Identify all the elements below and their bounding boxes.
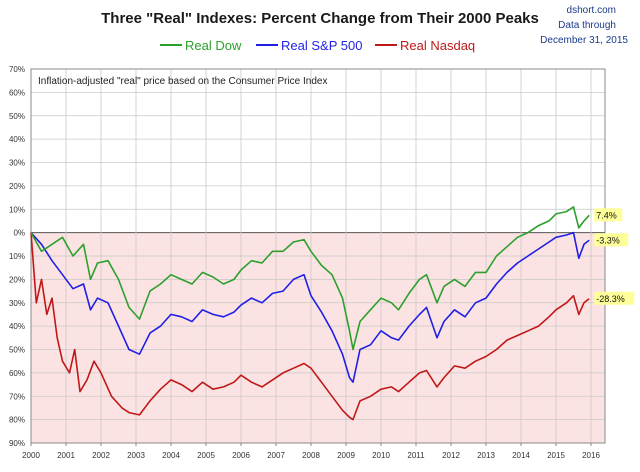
y-tick-label: 70%: [9, 65, 25, 74]
end-labels: 7.4% -3.3% -28.3%: [594, 208, 635, 305]
plot-frame: [30, 68, 606, 444]
y-tick-label: 80%: [9, 416, 25, 425]
y-tick-label: 90%: [9, 439, 25, 448]
x-tick-label: 2002: [92, 451, 110, 460]
y-tick-label: 60%: [9, 369, 25, 378]
x-axis-ticks: 2000 2001 2002 2003 2004 2005 2006 2007 2008 2009…: [22, 443, 600, 460]
chart-annotation: Inflation-adjusted "real" price based on…: [38, 76, 327, 87]
x-tick-label: 2007: [267, 451, 285, 460]
x-tick-label: 2014: [512, 451, 530, 460]
y-axis-ticks: 70% 60% 50% 40% 30% 20% 10% 0% 10% 20% 30% 40% 50% 60…: [9, 65, 25, 448]
negative-region: [31, 232, 605, 443]
x-tick-label: 2008: [302, 451, 320, 460]
x-tick-label: 2010: [372, 451, 390, 460]
x-tick-label: 2013: [477, 451, 495, 460]
y-tick-label: 30%: [9, 159, 25, 168]
x-tick-label: 2011: [407, 451, 425, 460]
series-line-real-dow: [30, 206, 590, 351]
y-tick-label: 50%: [9, 346, 25, 355]
y-tick-label: 20%: [9, 275, 25, 284]
x-tick-label: 2000: [22, 451, 40, 460]
end-label-real-nasdaq: -28.3%: [596, 294, 625, 304]
end-label-real-sp-500: -3.3%: [596, 235, 620, 245]
x-tick-label: 2001: [57, 451, 75, 460]
y-tick-label: 40%: [9, 322, 25, 331]
y-tick-label: 20%: [9, 182, 25, 191]
y-tick-label: 10%: [9, 205, 25, 214]
source-site: dshort.com: [567, 5, 616, 16]
legend-label-real-dow: Real Dow: [185, 38, 242, 53]
y-tick-label: 70%: [9, 392, 25, 401]
y-tick-label: 0%: [13, 229, 25, 238]
x-tick-label: 2006: [232, 451, 250, 460]
end-label-bg-real-dow: [594, 208, 623, 222]
series-line-real-nasdaq: [30, 232, 590, 421]
end-label-bg-real-sp-500: [594, 233, 629, 247]
legend-label-real-sp500: Real S&P 500: [281, 38, 362, 53]
series-lines: [30, 206, 590, 421]
x-tick-label: 2015: [547, 451, 565, 460]
y-tick-label: 30%: [9, 299, 25, 308]
x-tick-label: 2004: [162, 451, 180, 460]
end-label-bg-real-nasdaq: [594, 291, 635, 305]
y-tick-label: 10%: [9, 252, 25, 261]
series-line-real-sp-500: [30, 231, 590, 384]
end-label-real-dow: 7.4%: [596, 210, 617, 220]
chart-title: Three "Real" Indexes: Percent Change fro…: [101, 10, 539, 27]
x-tick-label: 2009: [337, 451, 355, 460]
y-tick-label: 60%: [9, 88, 25, 97]
source-data-through: Data through: [558, 20, 616, 31]
x-tick-label: 2005: [197, 451, 215, 460]
legend: Real Dow Real S&P 500 Real Nasdaq: [160, 38, 475, 53]
negative-region-fill: [31, 232, 605, 443]
legend-label-real-nasdaq: Real Nasdaq: [400, 38, 475, 53]
x-tick-label: 2003: [127, 451, 145, 460]
grid: [30, 68, 605, 444]
x-tick-label: 2016: [582, 451, 600, 460]
y-tick-label: 40%: [9, 135, 25, 144]
source-date: December 31, 2015: [540, 35, 628, 46]
y-tick-label: 50%: [9, 112, 25, 121]
x-tick-label: 2012: [442, 451, 460, 460]
